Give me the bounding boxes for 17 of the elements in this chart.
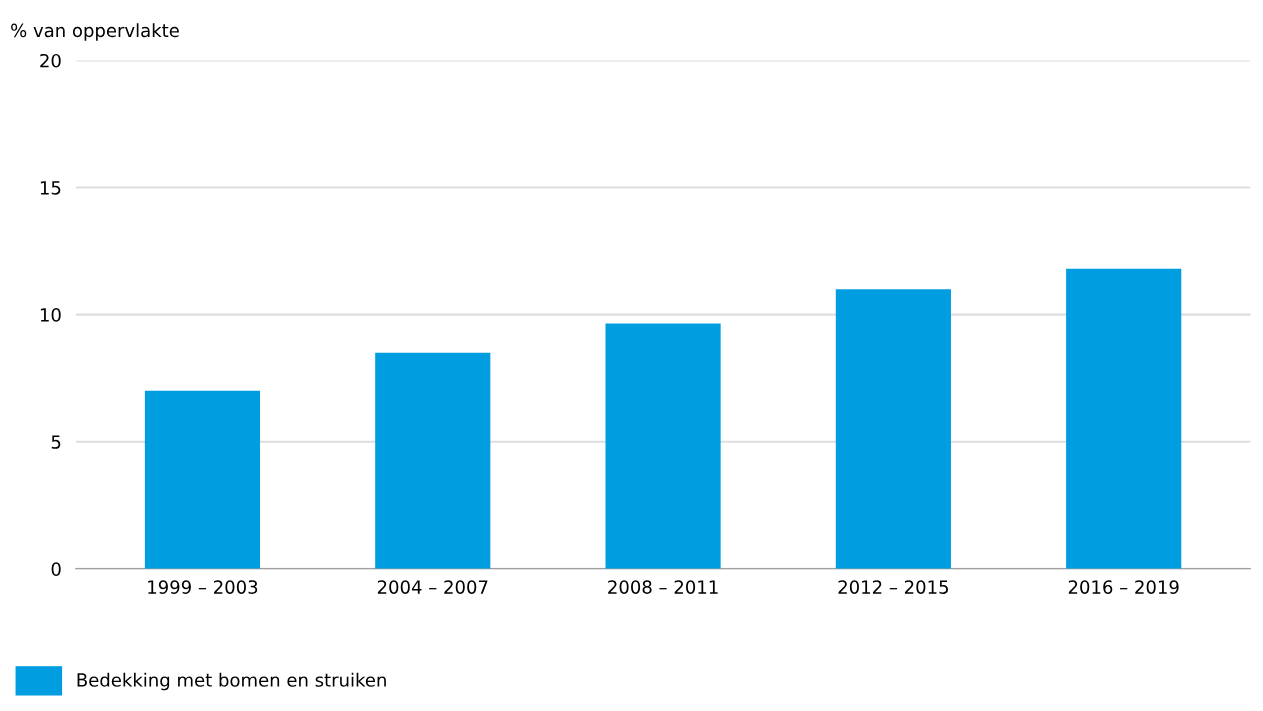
x-tick-label: 2012 – 2015	[838, 580, 949, 594]
x-tick-label: 2016 – 2019	[1068, 580, 1179, 594]
y-axis-title: % van oppervlakte	[11, 23, 179, 41]
bar	[1066, 268, 1182, 569]
x-tick-label: 2004 – 2007	[377, 580, 488, 594]
y-tick-label: 0	[51, 562, 61, 576]
y-tick-label: 15	[40, 181, 61, 195]
y-tick-label: 5	[51, 435, 61, 449]
bar	[375, 352, 491, 569]
bar	[605, 323, 721, 569]
legend-label: Bedekking met bomen en struiken	[77, 672, 386, 691]
bar	[144, 390, 261, 569]
y-tick-label: 20	[40, 53, 61, 68]
bar	[835, 289, 951, 569]
y-tick-label: 10	[40, 308, 61, 322]
x-tick-label: 2008 – 2011	[608, 580, 718, 594]
x-tick-label: 1999 – 2003	[148, 580, 258, 594]
